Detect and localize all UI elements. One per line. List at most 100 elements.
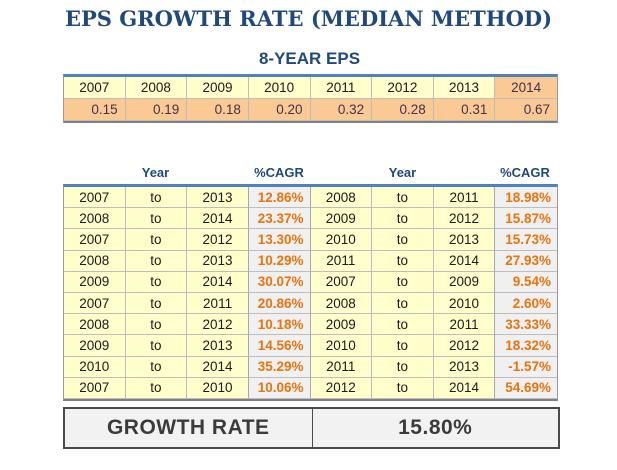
cagr-year-from-cell[interactable]: 2007 bbox=[64, 229, 126, 251]
eps-year-cell[interactable]: 2009 bbox=[187, 77, 249, 99]
cagr-year-to-cell[interactable]: 2014 bbox=[187, 356, 249, 378]
cagr-value-cell[interactable]: 14.56% bbox=[247, 335, 311, 357]
cagr-value-cell[interactable]: 23.37% bbox=[247, 208, 311, 230]
cagr-value-cell[interactable]: 15.73% bbox=[494, 229, 557, 251]
cagr-value-cell[interactable]: 12.86% bbox=[247, 187, 311, 209]
cagr-to-cell[interactable]: to bbox=[372, 335, 434, 357]
cagr-year-to-cell[interactable]: 2014 bbox=[433, 250, 496, 272]
cagr-year-from-cell[interactable]: 2010 bbox=[310, 335, 373, 357]
eps-value-cell[interactable]: 0.19 bbox=[125, 99, 188, 121]
cagr-value-cell[interactable]: 27.93% bbox=[494, 250, 557, 272]
eps-value-cell[interactable]: 0.67 bbox=[495, 99, 557, 121]
cagr-value-cell[interactable]: 18.32% bbox=[494, 335, 557, 357]
cagr-value-cell[interactable]: 35.29% bbox=[247, 356, 311, 378]
cagr-year-to-cell[interactable]: 2012 bbox=[187, 229, 249, 251]
eps-year-cell[interactable]: 2012 bbox=[372, 77, 434, 99]
cagr-value-cell[interactable]: 10.18% bbox=[247, 314, 311, 336]
eps-value-cell[interactable]: 0.32 bbox=[310, 99, 373, 121]
cagr-value-cell[interactable]: 2.60% bbox=[494, 292, 557, 315]
cagr-year-to-cell[interactable]: 2011 bbox=[433, 314, 496, 336]
cagr-to-cell[interactable]: to bbox=[372, 356, 434, 378]
cagr-to-cell[interactable]: to bbox=[372, 187, 434, 209]
cagr-value-cell[interactable]: 15.87% bbox=[494, 208, 557, 230]
cagr-year-to-cell[interactable]: 2012 bbox=[433, 208, 496, 230]
growth-rate-label: GROWTH RATE bbox=[106, 416, 270, 439]
cagr-to-cell[interactable]: to bbox=[125, 356, 188, 378]
page-title: EPS GROWTH RATE (MEDIAN METHOD) bbox=[64, 6, 553, 31]
eps-year-cell[interactable]: 2010 bbox=[248, 77, 311, 99]
cagr-year-to-cell[interactable]: 2013 bbox=[187, 187, 249, 209]
cagr-year-from-cell[interactable]: 2012 bbox=[310, 377, 373, 399]
eps-year-cell[interactable]: 2011 bbox=[310, 77, 373, 99]
cagr-to-cell[interactable]: to bbox=[125, 335, 188, 357]
cagr-year-from-cell[interactable]: 2010 bbox=[64, 356, 126, 378]
cagr-year-to-cell[interactable]: 2013 bbox=[187, 250, 249, 272]
cagr-value-cell[interactable]: 18.98% bbox=[494, 187, 557, 209]
cagr-year-to-cell[interactable]: 2011 bbox=[433, 187, 496, 209]
cagr-year-to-cell[interactable]: 2009 bbox=[433, 271, 496, 293]
cagr-year-from-cell[interactable]: 2008 bbox=[310, 292, 373, 315]
cagr-year-to-cell[interactable]: 2014 bbox=[187, 208, 249, 230]
year-header-right: Year bbox=[388, 164, 417, 180]
cagr-year-from-cell[interactable]: 2007 bbox=[64, 377, 126, 399]
cagr-value-cell[interactable]: 10.06% bbox=[247, 377, 311, 399]
cagr-year-to-cell[interactable]: 2014 bbox=[187, 271, 249, 293]
cagr-value-cell[interactable]: 54.69% bbox=[494, 377, 557, 399]
cagr-value-cell[interactable]: 9.54% bbox=[494, 271, 557, 293]
eps-year-cell[interactable]: 2013 bbox=[433, 77, 496, 99]
eps-value-cell[interactable]: 0.18 bbox=[187, 99, 249, 121]
eps-value-cell[interactable]: 0.15 bbox=[64, 99, 126, 121]
cagr-year-from-cell[interactable]: 2011 bbox=[310, 356, 373, 378]
cagr-year-from-cell[interactable]: 2007 bbox=[64, 292, 126, 315]
eps-value-cell[interactable]: 0.31 bbox=[433, 99, 496, 121]
cagr-to-cell[interactable]: to bbox=[372, 314, 434, 336]
cagr-value-cell[interactable]: 30.07% bbox=[247, 271, 311, 293]
cagr-value-cell[interactable]: 20.86% bbox=[247, 292, 311, 315]
cagr-to-cell[interactable]: to bbox=[125, 292, 188, 315]
growth-rate-bar: GROWTH RATE 15.80% bbox=[63, 407, 560, 449]
cagr-to-cell[interactable]: to bbox=[372, 250, 434, 272]
cagr-to-cell[interactable]: to bbox=[372, 208, 434, 230]
cagr-year-from-cell[interactable]: 2008 bbox=[64, 314, 126, 336]
cagr-value-cell[interactable]: 13.30% bbox=[247, 229, 311, 251]
cagr-year-from-cell[interactable]: 2009 bbox=[64, 271, 126, 293]
cagr-year-from-cell[interactable]: 2009 bbox=[310, 314, 373, 336]
cagr-year-to-cell[interactable]: 2013 bbox=[433, 356, 496, 378]
eps-year-cell[interactable]: 2008 bbox=[125, 77, 188, 99]
cagr-to-cell[interactable]: to bbox=[125, 250, 188, 272]
cagr-year-from-cell[interactable]: 2010 bbox=[310, 229, 373, 251]
cagr-year-to-cell[interactable]: 2010 bbox=[187, 377, 249, 399]
cagr-year-from-cell[interactable]: 2008 bbox=[64, 208, 126, 230]
cagr-to-cell[interactable]: to bbox=[372, 292, 434, 315]
cagr-year-from-cell[interactable]: 2008 bbox=[310, 187, 373, 209]
cagr-year-to-cell[interactable]: 2012 bbox=[187, 314, 249, 336]
cagr-to-cell[interactable]: to bbox=[125, 229, 188, 251]
cagr-year-to-cell[interactable]: 2010 bbox=[433, 292, 496, 315]
cagr-to-cell[interactable]: to bbox=[372, 377, 434, 399]
eps-value-cell[interactable]: 0.20 bbox=[248, 99, 311, 121]
cagr-to-cell[interactable]: to bbox=[125, 208, 188, 230]
cagr-year-from-cell[interactable]: 2009 bbox=[310, 208, 373, 230]
cagr-to-cell[interactable]: to bbox=[372, 229, 434, 251]
cagr-value-cell[interactable]: 10.29% bbox=[247, 250, 311, 272]
cagr-to-cell[interactable]: to bbox=[372, 271, 434, 293]
cagr-year-from-cell[interactable]: 2007 bbox=[64, 187, 126, 209]
eps-value-cell[interactable]: 0.28 bbox=[372, 99, 434, 121]
cagr-year-to-cell[interactable]: 2013 bbox=[433, 229, 496, 251]
cagr-value-cell[interactable]: 33.33% bbox=[494, 314, 557, 336]
cagr-year-to-cell[interactable]: 2012 bbox=[433, 335, 496, 357]
cagr-value-cell[interactable]: -1.57% bbox=[494, 356, 557, 378]
cagr-year-to-cell[interactable]: 2014 bbox=[433, 377, 496, 399]
cagr-year-from-cell[interactable]: 2007 bbox=[310, 271, 373, 293]
cagr-to-cell[interactable]: to bbox=[125, 377, 188, 399]
cagr-year-to-cell[interactable]: 2011 bbox=[187, 292, 249, 315]
cagr-year-from-cell[interactable]: 2008 bbox=[64, 250, 126, 272]
eps-year-cell[interactable]: 2014 bbox=[495, 77, 557, 99]
cagr-year-from-cell[interactable]: 2011 bbox=[310, 250, 373, 272]
cagr-to-cell[interactable]: to bbox=[125, 271, 188, 293]
cagr-year-from-cell[interactable]: 2009 bbox=[64, 335, 126, 357]
cagr-to-cell[interactable]: to bbox=[125, 187, 188, 209]
eps-year-cell[interactable]: 2007 bbox=[64, 77, 126, 99]
cagr-to-cell[interactable]: to bbox=[125, 314, 188, 336]
cagr-year-to-cell[interactable]: 2013 bbox=[187, 335, 249, 357]
